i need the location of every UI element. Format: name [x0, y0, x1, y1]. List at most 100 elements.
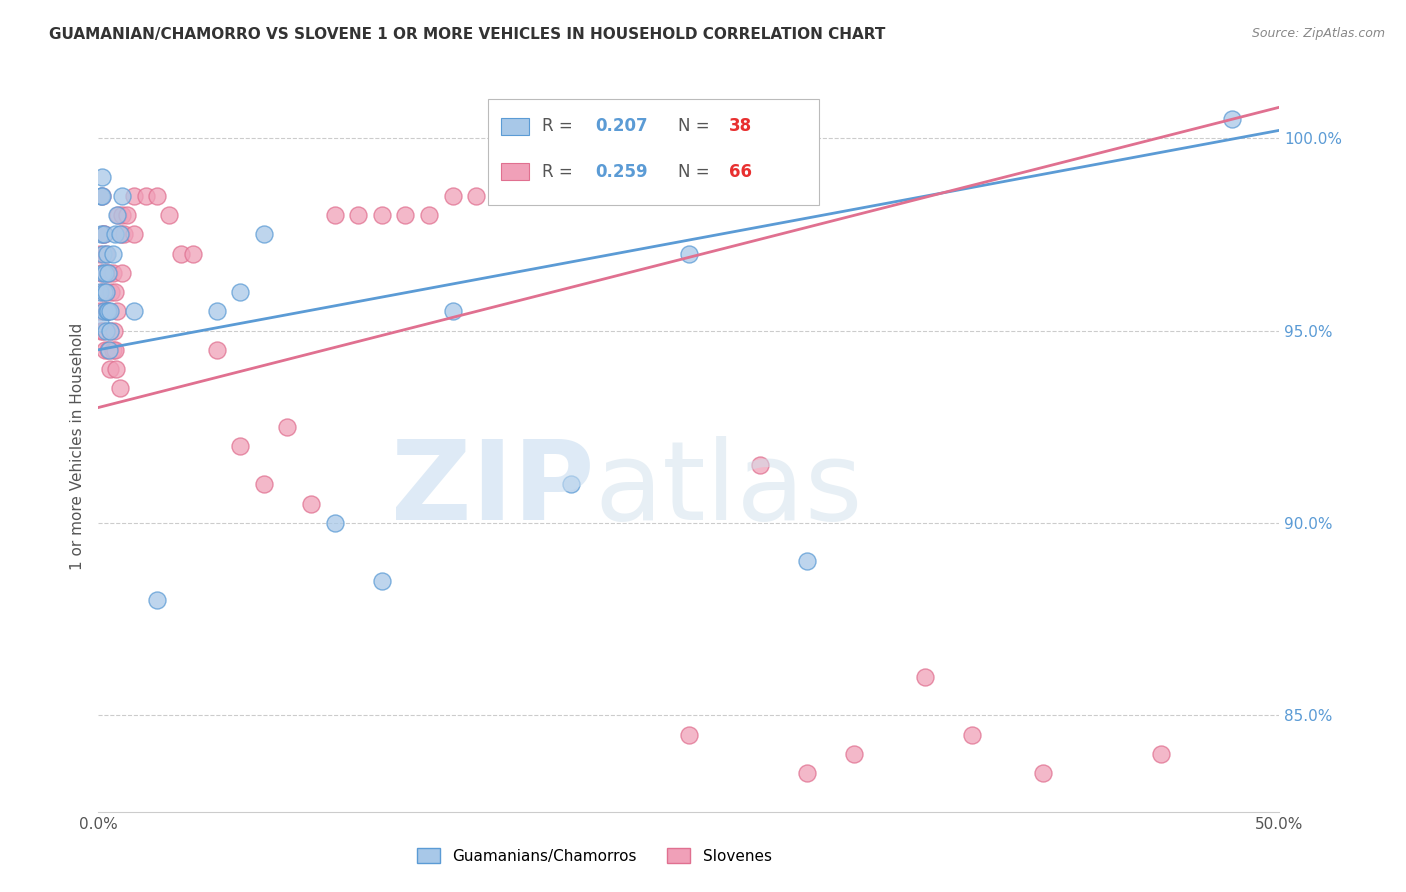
Text: 0.207: 0.207	[596, 118, 648, 136]
Text: R =: R =	[543, 118, 578, 136]
Legend: Guamanians/Chamorros, Slovenes: Guamanians/Chamorros, Slovenes	[411, 842, 778, 870]
Point	[98, 324, 121, 338]
Text: ZIP: ZIP	[391, 436, 595, 543]
Point	[104, 343, 127, 357]
Point	[347, 208, 370, 222]
Point	[205, 304, 228, 318]
Point	[91, 227, 114, 242]
Point	[91, 266, 114, 280]
Point	[299, 497, 322, 511]
Point	[112, 227, 135, 242]
Point	[91, 324, 114, 338]
Point	[104, 227, 127, 242]
Point	[97, 304, 120, 318]
Point	[96, 304, 118, 318]
Point	[371, 574, 394, 588]
Point	[100, 285, 122, 299]
Point	[98, 304, 121, 318]
Point	[103, 324, 125, 338]
Point	[122, 304, 145, 318]
Point	[115, 208, 138, 222]
Point	[371, 208, 394, 222]
Point	[105, 362, 128, 376]
Point	[89, 285, 111, 299]
Point	[104, 285, 127, 299]
Point	[1032, 766, 1054, 780]
Point	[678, 728, 700, 742]
Point	[96, 246, 118, 260]
Point	[1220, 112, 1243, 126]
Point	[276, 419, 298, 434]
Point	[205, 343, 228, 357]
Point	[122, 188, 145, 202]
Point	[229, 285, 252, 299]
Point	[441, 304, 464, 318]
Point	[914, 670, 936, 684]
Point	[105, 304, 128, 318]
Point	[796, 766, 818, 780]
Point	[97, 304, 120, 318]
Point	[111, 208, 134, 222]
Point	[796, 554, 818, 568]
Point	[844, 747, 866, 761]
Point	[465, 188, 488, 202]
Point	[394, 208, 416, 222]
Point	[89, 246, 111, 260]
Point	[1150, 747, 1173, 761]
Point	[229, 439, 252, 453]
Point	[512, 112, 534, 126]
FancyBboxPatch shape	[501, 118, 530, 136]
Point	[678, 246, 700, 260]
Point	[90, 266, 112, 280]
Point	[93, 304, 115, 318]
Text: Source: ZipAtlas.com: Source: ZipAtlas.com	[1251, 27, 1385, 40]
Point	[97, 266, 120, 280]
Point	[98, 362, 121, 376]
Point	[94, 343, 117, 357]
Point	[170, 246, 193, 260]
Point	[98, 343, 121, 357]
Text: N =: N =	[678, 118, 716, 136]
Point	[157, 208, 180, 222]
Point	[89, 316, 111, 330]
Point	[962, 728, 984, 742]
Point	[101, 266, 124, 280]
Point	[91, 188, 114, 202]
Point	[146, 593, 169, 607]
Point	[96, 304, 118, 318]
Point	[323, 516, 346, 530]
Point	[441, 188, 464, 202]
Point	[94, 285, 117, 299]
Text: N =: N =	[678, 162, 716, 181]
Point	[94, 246, 117, 260]
Point	[93, 227, 115, 242]
Point	[122, 227, 145, 242]
Point	[93, 227, 115, 242]
Y-axis label: 1 or more Vehicles in Household: 1 or more Vehicles in Household	[70, 322, 86, 570]
Point	[607, 188, 630, 202]
Text: GUAMANIAN/CHAMORRO VS SLOVENE 1 OR MORE VEHICLES IN HOUSEHOLD CORRELATION CHART: GUAMANIAN/CHAMORRO VS SLOVENE 1 OR MORE …	[49, 27, 886, 42]
Point	[108, 381, 131, 395]
FancyBboxPatch shape	[501, 163, 530, 180]
Point	[89, 304, 111, 318]
Text: 38: 38	[730, 118, 752, 136]
Point	[181, 246, 204, 260]
Point	[253, 227, 276, 242]
Point	[101, 246, 124, 260]
Point	[94, 324, 117, 338]
Point	[110, 227, 132, 242]
Point	[135, 188, 157, 202]
Point	[98, 266, 121, 280]
Point	[91, 246, 114, 260]
Point	[146, 188, 169, 202]
Point	[101, 343, 124, 357]
Point	[93, 285, 115, 299]
Point	[253, 477, 276, 491]
Point	[90, 227, 112, 242]
Point	[323, 208, 346, 222]
Point	[94, 285, 117, 299]
Text: 66: 66	[730, 162, 752, 181]
Point	[90, 188, 112, 202]
Point	[90, 324, 112, 338]
Point	[93, 304, 115, 318]
